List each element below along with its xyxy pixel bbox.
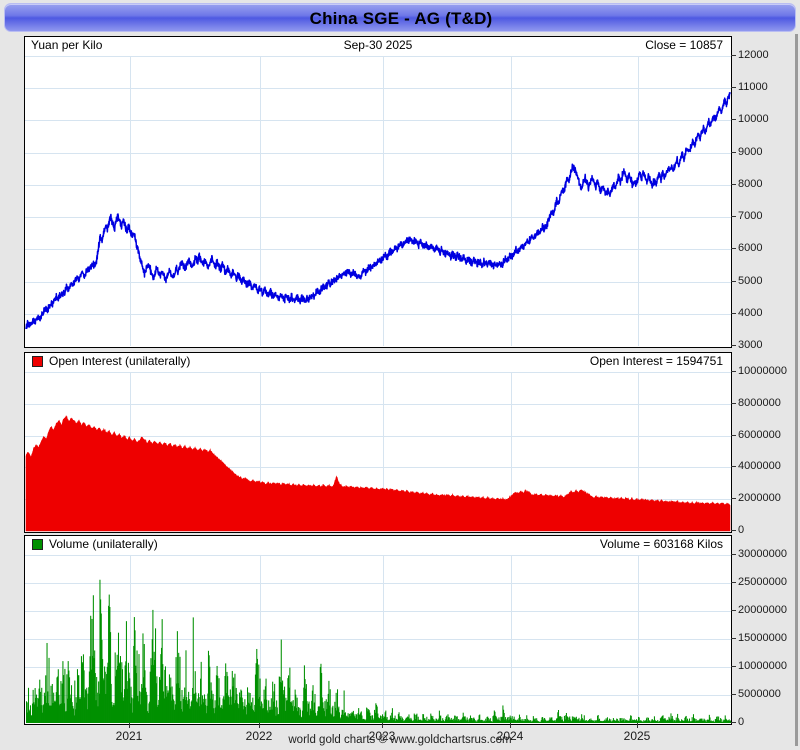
volume-y-axis-tick-label: 5000000 — [738, 688, 781, 700]
price-line-series — [25, 92, 731, 330]
price-y-axis-tick-label: 12000 — [738, 49, 769, 61]
price-y-axis-tick-mark — [731, 281, 736, 282]
footer-credit: world gold charts © www.goldchartsrus.co… — [288, 734, 512, 746]
volume-y-axis-tick-mark — [731, 722, 736, 723]
volume-y-axis-tick-label: 30000000 — [738, 548, 787, 560]
volume-y-axis-tick-mark — [731, 582, 736, 583]
price-y-axis-tick-label: 10000 — [738, 113, 769, 125]
price-y-axis-tick-mark — [731, 216, 736, 217]
price-y-axis-tick-label: 5000 — [738, 275, 763, 287]
x-axis-tick-mark — [510, 723, 511, 728]
open-interest-y-axis-tick-mark — [731, 435, 736, 436]
volume-bar-series — [26, 579, 731, 723]
volume-y-axis-tick-label: 25000000 — [738, 576, 787, 588]
open-interest-area-series — [25, 415, 731, 532]
chart-frame: Yuan per Kilo Sep-30 2025 Close = 10857 … — [4, 34, 796, 746]
price-y-axis-tick-mark — [731, 248, 736, 249]
price-y-axis-tick-label: 6000 — [738, 242, 763, 254]
volume-y-axis-tick-label: 10000000 — [738, 660, 787, 672]
volume-gridlines — [25, 555, 731, 723]
open-interest-panel[interactable]: Open Interest (unilaterally) Open Intere… — [24, 352, 732, 533]
x-axis-tick-label: 2025 — [623, 729, 651, 743]
price-y-axis-tick-label: 11000 — [738, 81, 768, 93]
window-title: China SGE - AG (T&D) — [309, 9, 493, 28]
window-title-bar: China SGE - AG (T&D) — [4, 3, 796, 32]
price-y-axis-tick-mark — [731, 55, 736, 56]
open-interest-y-axis-tick-label: 8000000 — [738, 397, 781, 409]
volume-y-axis-tick-mark — [731, 666, 736, 667]
price-y-axis-tick-label: 9000 — [738, 146, 763, 158]
open-interest-y-axis-tick-label: 4000000 — [738, 460, 781, 472]
price-y-axis-tick-label: 7000 — [738, 210, 763, 222]
price-y-axis-tick-mark — [731, 152, 736, 153]
x-axis-tick-label: 2023 — [368, 729, 396, 743]
price-y-axis-tick-mark — [731, 184, 736, 185]
open-interest-y-axis-tick-mark — [731, 498, 736, 499]
x-axis-tick-label: 2024 — [496, 729, 524, 743]
price-panel[interactable]: Yuan per Kilo Sep-30 2025 Close = 10857 — [24, 36, 732, 348]
price-y-axis-tick-label: 4000 — [738, 307, 763, 319]
volume-y-axis-tick-mark — [731, 694, 736, 695]
open-interest-y-axis-tick-label: 10000000 — [738, 365, 787, 377]
volume-panel[interactable]: Volume (unilaterally) Volume = 603168 Ki… — [24, 535, 732, 725]
volume-y-axis-tick-mark — [731, 638, 736, 639]
volume-y-axis-tick-mark — [731, 610, 736, 611]
open-interest-y-axis-tick-label: 2000000 — [738, 492, 781, 504]
open-interest-y-axis-tick-label: 0 — [738, 524, 745, 536]
volume-y-axis-tick-label: 0 — [738, 716, 745, 728]
price-y-axis-tick-label: 3000 — [738, 339, 763, 351]
open-interest-y-axis-tick-mark — [731, 466, 736, 467]
x-axis-tick-mark — [259, 723, 260, 728]
volume-y-axis-tick-label: 15000000 — [738, 632, 787, 644]
x-axis-tick-label: 2021 — [115, 729, 143, 743]
open-interest-y-axis-tick-mark — [731, 371, 736, 372]
open-interest-y-axis-tick-mark — [731, 403, 736, 404]
x-axis-tick-mark — [382, 723, 383, 728]
volume-y-axis-tick-label: 20000000 — [738, 604, 787, 616]
price-gridlines — [25, 56, 731, 346]
open-interest-y-axis-tick-mark — [731, 530, 736, 531]
window-edge-shadow — [795, 34, 798, 746]
x-axis-tick-mark — [129, 723, 130, 728]
volume-y-axis-tick-mark — [731, 554, 736, 555]
price-y-axis-tick-mark — [731, 345, 736, 346]
price-y-axis-tick-mark — [731, 87, 736, 88]
price-y-axis-tick-mark — [731, 313, 736, 314]
open-interest-y-axis-tick-label: 6000000 — [738, 429, 781, 441]
x-axis-tick-mark — [637, 723, 638, 728]
price-y-axis-tick-label: 8000 — [738, 178, 763, 190]
x-axis-tick-label: 2022 — [245, 729, 273, 743]
price-y-axis-tick-mark — [731, 119, 736, 120]
